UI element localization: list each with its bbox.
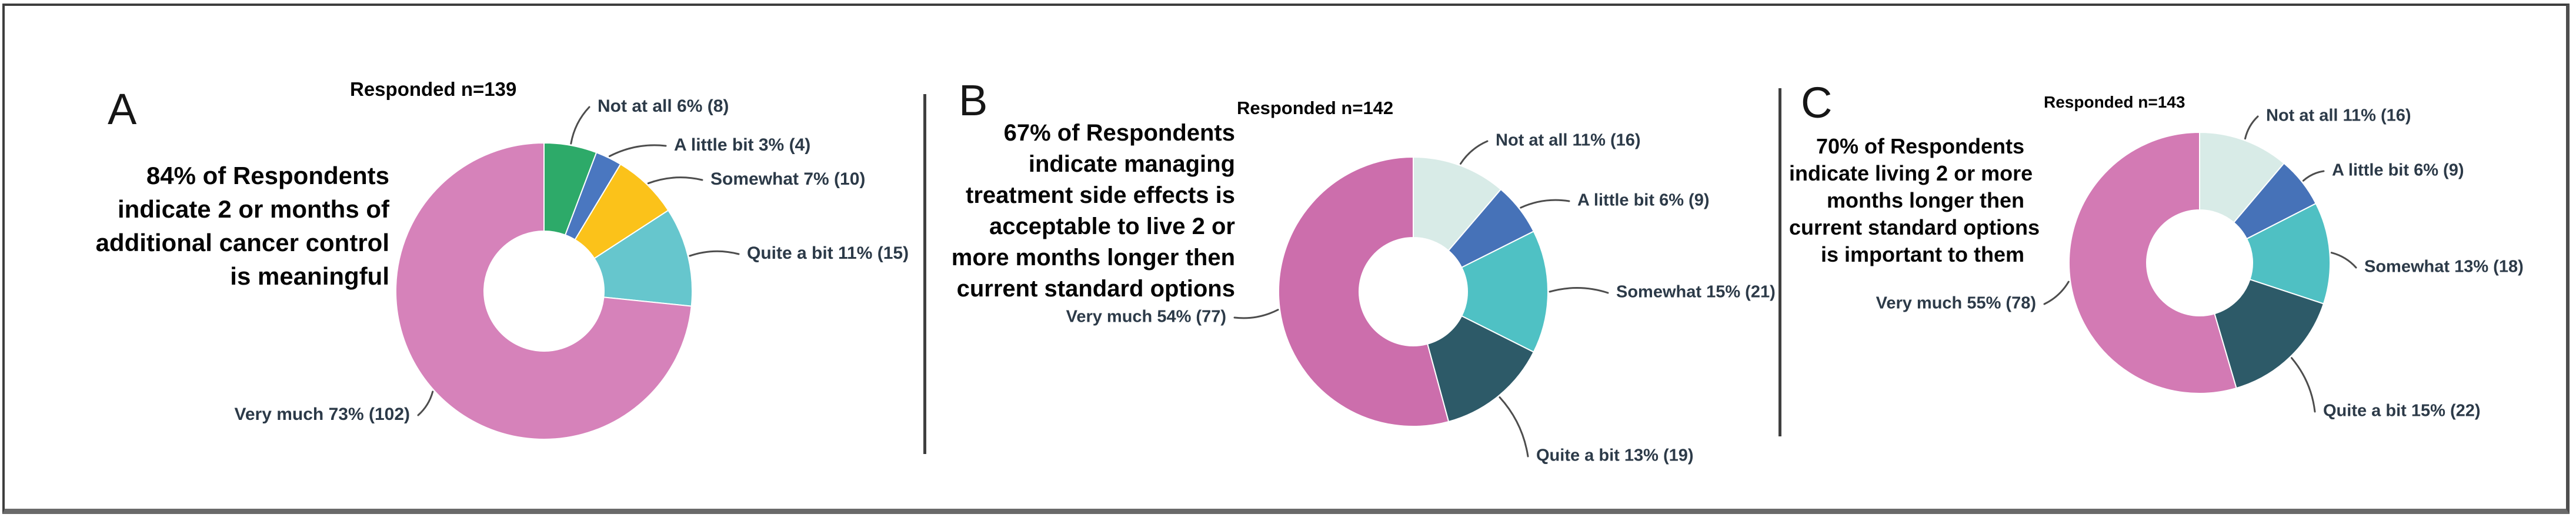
statement-line: acceptable to live 2 or (989, 213, 1235, 239)
statement-line: 84% of Respondents (146, 162, 389, 189)
leader-line (608, 144, 667, 158)
leader-line (2290, 357, 2316, 413)
statement-line: 70% of Respondents (1816, 134, 2024, 158)
slice-quite-a-bit (2214, 278, 2325, 389)
slice-label: A little bit 6% (9) (2332, 161, 2464, 180)
responded-label-c: Responded n=143 (2044, 93, 2185, 111)
slice-label: Quite a bit 11% (15) (747, 243, 909, 263)
statement-line: 67% of Respondents (1003, 120, 1235, 146)
slice-label: Quite a bit 13% (19) (1536, 446, 1694, 465)
statement-line: is important to them (1820, 242, 2024, 266)
slice-label: Somewhat 7% (10) (710, 169, 865, 189)
leader-line (2330, 252, 2357, 269)
slice-label: Not at all 11% (16) (2266, 106, 2411, 125)
slice-label: A little bit 6% (9) (1577, 191, 1710, 210)
leader-line (647, 176, 703, 185)
leader-line (1499, 396, 1529, 458)
statement-c: 70% of Respondents indicate living 2 or … (1789, 133, 2040, 268)
slice-label: Somewhat 15% (21) (1616, 283, 1776, 302)
panel-divider-ab (923, 94, 926, 454)
responded-label-a: Responded n=139 (350, 78, 517, 100)
slice-somewhat (2245, 202, 2331, 305)
leader-line (689, 250, 740, 257)
slice-label: Not at all 11% (16) (1496, 131, 1641, 150)
donut-chart-c: Not at all 11% (16) A little bit 6% (9) So… (1876, 106, 2524, 420)
statement-line: indicate managing (1028, 151, 1235, 177)
leader-line (1459, 140, 1489, 165)
statement-b: 67% of Respondents indicate managing tre… (934, 118, 1235, 305)
slice-label: A little bit 3% (4) (674, 135, 810, 155)
slice-quite-a-bit (1426, 315, 1535, 423)
statement-line: indicate 2 or months of (117, 195, 389, 223)
panel-letter-a: A (108, 85, 137, 133)
leader-line (1520, 199, 1570, 209)
donut-chart-b: Not at all 11% (16) A little bit 6% (9) So… (1066, 131, 1776, 465)
statement-line: indicate living 2 or more (1789, 161, 2033, 185)
statement-line: current standard options (1789, 215, 2040, 239)
slice-label: Very much 73% (102) (235, 405, 411, 424)
leader-line (1549, 287, 1609, 294)
slice-label: Not at all 6% (8) (598, 96, 729, 116)
statement-line: is meaningful (230, 262, 389, 290)
slice-label: Very much 54% (77) (1066, 308, 1226, 326)
panel-letter-c: C (1801, 78, 1833, 127)
statement-line: more months longer then (951, 245, 1235, 271)
leader-line (417, 391, 434, 416)
slice-label: Quite a bit 15% (22) (2323, 402, 2481, 420)
panel-letter-b: B (959, 76, 988, 125)
slice-very-much (2068, 131, 2237, 394)
slice-very-much (1278, 156, 1450, 427)
statement-line: current standard options (956, 276, 1235, 302)
slice-label: Very much 55% (78) (1876, 294, 2036, 313)
leader-line (1233, 309, 1279, 319)
statement-line: additional cancer control (95, 229, 389, 256)
statement-line: months longer then (1827, 188, 2024, 212)
slice-somewhat (1460, 231, 1549, 353)
leader-line (2043, 281, 2070, 305)
slice-label: Somewhat 13% (18) (2364, 258, 2524, 276)
slice-very-much (395, 142, 692, 440)
leader-line (570, 106, 590, 145)
statement-line: treatment side effects is (966, 182, 1235, 208)
panel-divider-bc (1778, 88, 1781, 436)
donut-chart-a: Not at all 6% (8) A little bit 3% (4) Some… (235, 96, 909, 440)
responded-label-b: Responded n=142 (1237, 98, 1394, 118)
leader-line (2302, 170, 2325, 182)
figure-frame (2, 4, 2570, 514)
statement-a: 84% of Respondents indicate 2 or months … (47, 159, 389, 293)
leader-line (2244, 115, 2259, 140)
